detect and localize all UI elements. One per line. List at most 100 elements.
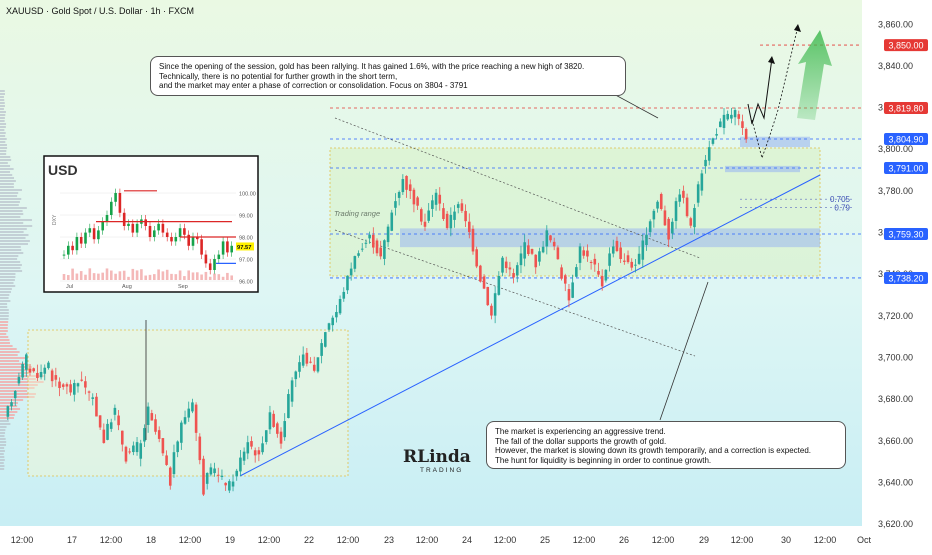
price-tag bbox=[884, 101, 928, 114]
candle bbox=[637, 246, 641, 265]
candle-body bbox=[28, 368, 32, 373]
inset-candle-body bbox=[105, 215, 109, 222]
candle-body bbox=[490, 305, 493, 316]
inset-x-tick: Sep bbox=[178, 284, 188, 290]
candle-body bbox=[567, 289, 571, 301]
candle bbox=[504, 256, 508, 274]
candle bbox=[113, 404, 117, 421]
candle-body bbox=[383, 240, 386, 259]
volume-profile-bar bbox=[0, 462, 4, 464]
candle bbox=[47, 360, 50, 370]
price-tick-label: 3,840.00 bbox=[878, 61, 913, 71]
inset-volume-bar bbox=[62, 274, 66, 280]
candle-body bbox=[711, 138, 715, 144]
inset-volume-bar bbox=[97, 273, 100, 280]
volume-profile-bar bbox=[0, 276, 16, 278]
volume-profile-bar bbox=[0, 396, 35, 398]
candle bbox=[475, 246, 478, 269]
candle bbox=[501, 256, 504, 277]
candle-body bbox=[527, 245, 530, 255]
candle bbox=[139, 439, 143, 467]
volume-profile-bar bbox=[0, 129, 5, 131]
candle bbox=[405, 175, 408, 198]
volume-profile-bar bbox=[0, 360, 20, 362]
time-tick-label: 12:00 bbox=[258, 535, 281, 545]
inset-candle bbox=[118, 188, 122, 218]
candle-body bbox=[335, 311, 338, 318]
candle bbox=[394, 193, 397, 216]
inset-candle-body bbox=[183, 228, 186, 235]
candle-body bbox=[431, 200, 434, 209]
candle bbox=[571, 274, 574, 299]
volume-profile-bar bbox=[0, 456, 5, 458]
candle bbox=[320, 339, 323, 364]
volume-profile-bar bbox=[0, 210, 23, 212]
candle-body bbox=[608, 253, 611, 266]
candle bbox=[338, 295, 342, 315]
volume-profile-bar bbox=[0, 195, 18, 197]
candle bbox=[69, 379, 72, 396]
candle-body bbox=[626, 255, 630, 263]
candle bbox=[556, 245, 560, 260]
inset-volume-bar bbox=[114, 273, 117, 280]
candle-body bbox=[154, 419, 157, 432]
forecast-path-solid bbox=[747, 57, 773, 125]
callout-top-line: Since the opening of the session, gold h… bbox=[159, 62, 585, 71]
candle-body bbox=[648, 221, 652, 233]
forecast-arrowhead bbox=[794, 24, 801, 32]
trend-line bbox=[239, 174, 821, 477]
inset-candle-body bbox=[178, 228, 182, 237]
candle bbox=[316, 357, 320, 374]
candle bbox=[442, 202, 445, 222]
poi-zone-3759 bbox=[400, 228, 820, 248]
candle bbox=[715, 128, 718, 140]
volume-profile-bar bbox=[0, 123, 7, 125]
candle bbox=[73, 379, 76, 402]
candle bbox=[682, 185, 685, 204]
candle-body bbox=[198, 436, 202, 461]
inset-candle-body bbox=[191, 237, 195, 246]
candle-body bbox=[733, 110, 737, 118]
candle bbox=[538, 247, 541, 266]
volume-profile-bar bbox=[0, 180, 16, 182]
candle bbox=[283, 413, 287, 441]
candle bbox=[246, 435, 250, 460]
candle-body bbox=[135, 442, 139, 453]
candle bbox=[527, 239, 530, 256]
volume-profile-bar bbox=[0, 297, 9, 299]
candle bbox=[128, 448, 131, 455]
candle bbox=[386, 224, 390, 247]
candle bbox=[65, 382, 69, 395]
candle-body bbox=[216, 474, 220, 476]
candle-body bbox=[571, 282, 574, 298]
candle-body bbox=[32, 368, 35, 372]
volume-profile-bar bbox=[0, 213, 24, 215]
candle-body bbox=[707, 147, 711, 161]
candle-body bbox=[656, 201, 659, 209]
inset-frame bbox=[43, 155, 259, 293]
candle bbox=[626, 250, 630, 264]
volume-profile-bar bbox=[0, 429, 6, 431]
price-tag-label: 3,759.30 bbox=[888, 230, 923, 240]
candle bbox=[534, 254, 538, 274]
inset-volume-bar bbox=[101, 272, 104, 280]
volume-profile-bar bbox=[0, 207, 27, 209]
volume-profile-bar bbox=[0, 279, 15, 281]
candle-body bbox=[172, 452, 176, 475]
candle-body bbox=[508, 267, 512, 270]
candle bbox=[331, 315, 334, 332]
poi-zone-3804 bbox=[740, 136, 810, 148]
candle-body bbox=[560, 267, 563, 279]
candle-body bbox=[674, 201, 678, 221]
candle bbox=[25, 352, 28, 377]
candle bbox=[549, 234, 552, 243]
inset-x-tick: Jul bbox=[66, 284, 73, 290]
inset-candle bbox=[101, 217, 104, 235]
candle-body bbox=[604, 269, 608, 281]
time-tick-label: 19 bbox=[225, 535, 235, 545]
inset-volume-bar bbox=[178, 270, 182, 280]
inset-candle bbox=[110, 197, 113, 220]
candle-body bbox=[324, 332, 327, 347]
time-axis[interactable]: 12:00 17 12:00 18 12:00 19 12:00 22 12:00 23 12:00… bbox=[0, 526, 871, 550]
candle-body bbox=[264, 430, 268, 442]
